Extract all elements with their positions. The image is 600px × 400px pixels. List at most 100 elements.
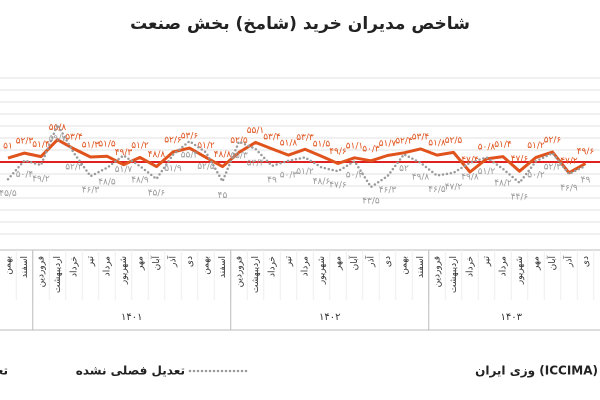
data-label: ۵۲/۴ bbox=[395, 136, 413, 146]
data-label: ۵۰/۴ bbox=[16, 170, 34, 180]
data-label: ۵۱/۸ bbox=[428, 139, 446, 149]
x-tick-label: اسفند bbox=[20, 256, 30, 278]
data-label: ۵۱/۱ bbox=[346, 141, 364, 151]
data-label: ۵۱/۷ bbox=[115, 165, 133, 175]
x-tick-label: خرداد bbox=[268, 256, 278, 277]
data-label: ۵۰/۳ bbox=[280, 170, 298, 180]
data-label: ۵۳/۴ bbox=[412, 132, 430, 142]
data-label: ۵۳/۴ bbox=[247, 158, 265, 168]
data-label: ۵۱/۴ bbox=[32, 140, 50, 150]
x-tick-label: تیر bbox=[482, 256, 492, 268]
x-tick-label: مهر bbox=[334, 256, 344, 271]
data-label: ۴۸/۹ bbox=[131, 176, 149, 186]
data-label: ۴۵ bbox=[218, 191, 228, 201]
x-tick-label: فروردین bbox=[433, 256, 443, 287]
data-label: ۵۲/۶ bbox=[544, 135, 562, 145]
x-tick-label: شهریور bbox=[317, 256, 327, 285]
data-label: ۵۳/۳ bbox=[296, 133, 314, 143]
x-tick-label: دی bbox=[383, 256, 393, 267]
x-tick-label: مرداد bbox=[301, 256, 311, 276]
legend-label: تعدیل فصلی نشده bbox=[76, 364, 185, 378]
x-tick-label: دی bbox=[185, 256, 195, 267]
data-label: ۵۱/۳ bbox=[82, 140, 100, 150]
x-tick-label: مهر bbox=[532, 256, 542, 271]
data-label: ۴۶/۳ bbox=[82, 186, 100, 196]
data-label: ۴۸/۸ bbox=[148, 150, 166, 160]
data-label: ۴۷/۴ bbox=[461, 156, 479, 166]
data-label: ۵۱/۲ bbox=[478, 167, 496, 177]
data-label: ۵۲/۵ bbox=[197, 162, 215, 172]
x-tick-label: آذر bbox=[365, 256, 377, 268]
x-tick-label: اردیبهشت bbox=[53, 256, 63, 293]
data-label: ۵۰/۸ bbox=[478, 142, 496, 152]
data-label: ۴۷/۶ bbox=[329, 181, 347, 191]
data-label: ۵۲/۳ bbox=[16, 137, 34, 147]
data-label: ۴۷/۲ bbox=[560, 156, 578, 166]
x-tick-label: مهر bbox=[136, 256, 146, 271]
series-line bbox=[6, 121, 587, 189]
data-label: ۵۱/۴ bbox=[494, 140, 512, 150]
data-label: ۵۱/۲ bbox=[296, 167, 314, 177]
data-label: ۵۱/۲ bbox=[197, 141, 215, 151]
data-label: ۵۳/۴ bbox=[263, 132, 281, 142]
x-tick-label: بهمن bbox=[202, 256, 212, 275]
year-label: ۱۴۰۲ bbox=[319, 312, 340, 323]
data-label: ۴۷/۶ bbox=[511, 155, 529, 165]
data-label: ۴۸/۲ bbox=[494, 178, 512, 188]
data-label: ۵۰/۳ bbox=[362, 144, 380, 154]
data-label: ۵۲/۳ bbox=[65, 163, 83, 173]
x-tick-label: شهریور bbox=[119, 256, 129, 285]
x-tick-label: تیر bbox=[284, 256, 294, 268]
x-tick-label: خرداد bbox=[466, 256, 476, 277]
data-label: ۵۲/۵ bbox=[230, 136, 248, 146]
data-label: ۵۹/۷ bbox=[49, 134, 67, 144]
x-tick-label: اسفند bbox=[218, 256, 228, 278]
data-label: ۵۱ bbox=[3, 142, 13, 152]
x-tick-label: بهمن bbox=[4, 256, 14, 275]
x-tick-label: اسفند bbox=[416, 256, 426, 278]
data-label: ۵۱/۷ bbox=[379, 139, 397, 149]
chart-title: شاخص مدیران خرید (شامخ) بخش صنعت bbox=[130, 14, 470, 34]
data-label: ۴۶/۹ bbox=[560, 183, 578, 193]
x-tick-label: فروردین bbox=[235, 256, 245, 287]
data-label: ۴۶/۵ bbox=[428, 185, 446, 195]
x-tick-label: آبان bbox=[348, 256, 360, 271]
data-label: ۴۸/۵ bbox=[98, 177, 116, 187]
data-label: ۴۳/۵ bbox=[362, 197, 380, 207]
x-tick-label: آذر bbox=[167, 256, 179, 268]
data-label: ۵۱/۲ bbox=[527, 141, 545, 151]
legend-label: تعدیل فصلی شده bbox=[0, 364, 8, 378]
data-label: ۵۱/۸ bbox=[280, 139, 298, 149]
data-label: ۴۹/۸ bbox=[412, 172, 430, 182]
data-label: ۵۲/۶ bbox=[164, 135, 182, 145]
x-tick-label: بهمن bbox=[400, 256, 410, 275]
data-label: ۵۵/۱ bbox=[247, 126, 265, 136]
data-label: ۵۰/۲ bbox=[346, 171, 364, 181]
x-tick-label: فروردین bbox=[37, 256, 47, 287]
data-label: ۵۵/۳ bbox=[230, 151, 248, 161]
data-label: ۴۸/۶ bbox=[313, 177, 331, 187]
data-label: ۴۹/۲ bbox=[32, 175, 50, 185]
data-label: ۵۱/۲ bbox=[131, 141, 149, 151]
data-label: ۵۳/۴ bbox=[65, 132, 83, 142]
x-tick-label: شهریور bbox=[515, 256, 525, 285]
data-label: ۵۱/۹ bbox=[164, 164, 182, 174]
x-tick-label: اردیبهشت bbox=[251, 256, 261, 293]
data-label: ۵۱/۵ bbox=[98, 140, 116, 150]
x-tick-label: تیر bbox=[86, 256, 96, 268]
data-label: ۴۹/۸ bbox=[461, 172, 479, 182]
source: وزی ایران (ICCIMA) bbox=[475, 364, 598, 379]
data-label: ۴۹ bbox=[581, 175, 591, 185]
data-label: ۴۵/۶ bbox=[148, 188, 166, 198]
data-label: ۵۱/۵ bbox=[313, 140, 331, 150]
x-tick-label: آذر bbox=[563, 256, 575, 268]
data-label: ۴۸/۸ bbox=[214, 150, 232, 160]
year-label: ۱۴۰۱ bbox=[121, 312, 142, 323]
x-tick-label: اردیبهشت bbox=[449, 256, 459, 293]
data-label: ۵۳/۶ bbox=[181, 132, 199, 142]
data-label: ۵۲/۵ bbox=[445, 136, 463, 146]
data-label: ۴۴/۶ bbox=[511, 192, 529, 202]
data-label: ۴۷/۲ bbox=[445, 182, 463, 192]
